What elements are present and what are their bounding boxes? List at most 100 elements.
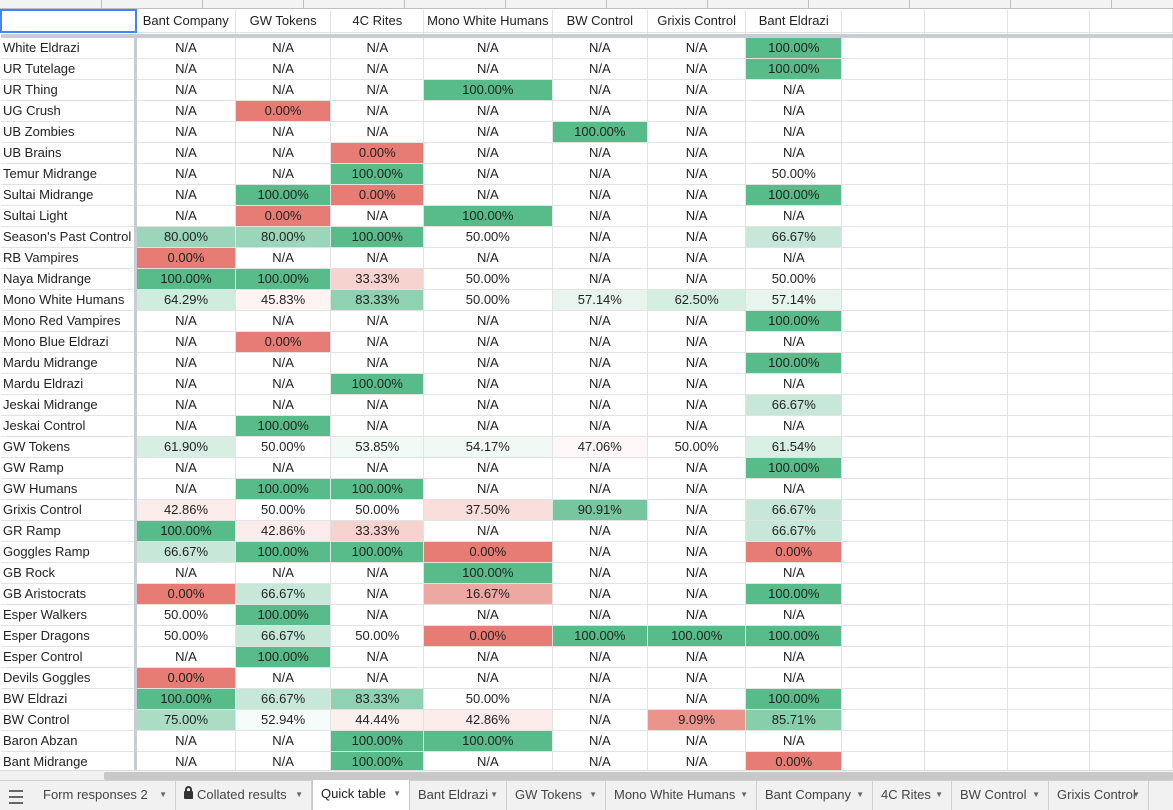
row-label[interactable]: GW Ramp: [1, 457, 138, 479]
table-cell[interactable]: N/A: [552, 751, 649, 770]
empty-cell[interactable]: [924, 625, 1008, 647]
empty-cell[interactable]: [1089, 562, 1173, 584]
empty-cell[interactable]: [1089, 415, 1173, 437]
table-cell[interactable]: 66.67%: [235, 625, 332, 647]
empty-cell[interactable]: [841, 751, 926, 770]
table-cell[interactable]: N/A: [135, 79, 236, 101]
table-cell[interactable]: N/A: [235, 667, 332, 689]
row-label[interactable]: Esper Walkers: [1, 604, 138, 626]
row-label[interactable]: Mono Red Vampires: [1, 310, 138, 332]
freeze-divider[interactable]: [841, 32, 926, 38]
table-cell[interactable]: N/A: [552, 730, 649, 752]
freeze-divider[interactable]: [1089, 32, 1173, 38]
empty-cell[interactable]: [1007, 688, 1091, 710]
table-cell[interactable]: N/A: [330, 604, 425, 626]
empty-cell[interactable]: [841, 36, 926, 59]
table-cell[interactable]: N/A: [552, 520, 649, 542]
empty-cell[interactable]: [1089, 226, 1173, 248]
table-cell[interactable]: N/A: [423, 394, 553, 416]
table-cell[interactable]: N/A: [552, 583, 649, 605]
caret-down-icon[interactable]: ▼: [1032, 790, 1040, 799]
row-label[interactable]: Mardu Eldrazi: [1, 373, 138, 395]
table-cell[interactable]: 100.00%: [745, 688, 843, 710]
empty-cell[interactable]: [1089, 499, 1173, 521]
table-cell[interactable]: N/A: [235, 247, 332, 269]
empty-cell[interactable]: [1007, 520, 1091, 542]
scrollbar-thumb[interactable]: [104, 772, 1173, 780]
sheet-tab[interactable]: Grixis Control ▼: [1049, 781, 1149, 810]
empty-cell[interactable]: [1089, 709, 1173, 731]
table-cell[interactable]: 0.00%: [135, 247, 236, 269]
row-label[interactable]: Esper Control: [1, 646, 138, 668]
empty-cell[interactable]: [924, 36, 1008, 59]
table-cell[interactable]: N/A: [552, 667, 649, 689]
empty-cell[interactable]: [841, 688, 926, 710]
table-cell[interactable]: N/A: [745, 604, 843, 626]
caret-down-icon[interactable]: ▼: [1132, 790, 1140, 799]
table-cell[interactable]: N/A: [235, 310, 332, 332]
table-cell[interactable]: 0.00%: [330, 142, 425, 164]
table-cell[interactable]: 83.33%: [330, 289, 425, 311]
empty-cell[interactable]: [841, 10, 926, 33]
sheet-tab[interactable]: Quick table ▼: [312, 780, 410, 810]
freeze-divider[interactable]: [924, 32, 1008, 38]
empty-cell[interactable]: [1089, 730, 1173, 752]
table-cell[interactable]: N/A: [552, 478, 649, 500]
table-cell[interactable]: 100.00%: [235, 478, 332, 500]
table-cell[interactable]: 50.00%: [423, 268, 553, 290]
table-cell[interactable]: 100.00%: [235, 604, 332, 626]
table-cell[interactable]: N/A: [135, 646, 236, 668]
empty-cell[interactable]: [1007, 394, 1091, 416]
empty-cell[interactable]: [1089, 457, 1173, 479]
caret-down-icon[interactable]: ▼: [393, 789, 401, 798]
caret-down-icon[interactable]: ▼: [589, 790, 597, 799]
table-cell[interactable]: N/A: [552, 331, 649, 353]
column-header[interactable]: 4C Rites: [330, 10, 425, 33]
empty-cell[interactable]: [924, 331, 1008, 353]
empty-cell[interactable]: [1007, 226, 1091, 248]
table-cell[interactable]: 100.00%: [235, 184, 332, 206]
row-label[interactable]: GW Humans: [1, 478, 138, 500]
table-cell[interactable]: N/A: [423, 352, 553, 374]
table-cell[interactable]: N/A: [235, 142, 332, 164]
table-cell[interactable]: 100.00%: [135, 520, 236, 542]
table-cell[interactable]: 61.90%: [135, 436, 236, 458]
table-cell[interactable]: 100.00%: [745, 310, 843, 332]
empty-cell[interactable]: [1089, 79, 1173, 101]
row-label[interactable]: Jeskai Control: [1, 415, 138, 437]
row-label[interactable]: Sultai Light: [1, 205, 138, 227]
table-cell[interactable]: N/A: [423, 331, 553, 353]
table-cell[interactable]: N/A: [235, 79, 332, 101]
table-cell[interactable]: 0.00%: [235, 205, 332, 227]
table-cell[interactable]: N/A: [423, 121, 553, 143]
empty-cell[interactable]: [1089, 268, 1173, 290]
sheet-tab[interactable]: BW Control ▼: [952, 781, 1049, 810]
table-cell[interactable]: N/A: [552, 394, 649, 416]
table-cell[interactable]: N/A: [745, 79, 843, 101]
freeze-divider[interactable]: [423, 32, 553, 38]
table-cell[interactable]: N/A: [135, 100, 236, 122]
table-cell[interactable]: N/A: [647, 478, 747, 500]
empty-cell[interactable]: [1089, 289, 1173, 311]
empty-cell[interactable]: [841, 499, 926, 521]
empty-cell[interactable]: [841, 646, 926, 668]
empty-cell[interactable]: [841, 709, 926, 731]
row-label[interactable]: GR Ramp: [1, 520, 138, 542]
table-cell[interactable]: N/A: [330, 79, 425, 101]
empty-cell[interactable]: [1007, 646, 1091, 668]
empty-cell[interactable]: [841, 520, 926, 542]
table-cell[interactable]: N/A: [330, 36, 425, 59]
hamburger-icon[interactable]: [6, 786, 26, 806]
horizontal-scrollbar[interactable]: [0, 770, 1173, 780]
table-cell[interactable]: N/A: [423, 415, 553, 437]
table-cell[interactable]: N/A: [330, 667, 425, 689]
table-cell[interactable]: N/A: [647, 667, 747, 689]
empty-cell[interactable]: [1007, 499, 1091, 521]
table-cell[interactable]: N/A: [135, 163, 236, 185]
table-cell[interactable]: N/A: [647, 688, 747, 710]
row-label[interactable]: Mono White Humans: [1, 289, 138, 311]
table-cell[interactable]: N/A: [423, 163, 553, 185]
table-cell[interactable]: N/A: [647, 247, 747, 269]
table-cell[interactable]: N/A: [330, 352, 425, 374]
freeze-divider[interactable]: [647, 32, 747, 38]
